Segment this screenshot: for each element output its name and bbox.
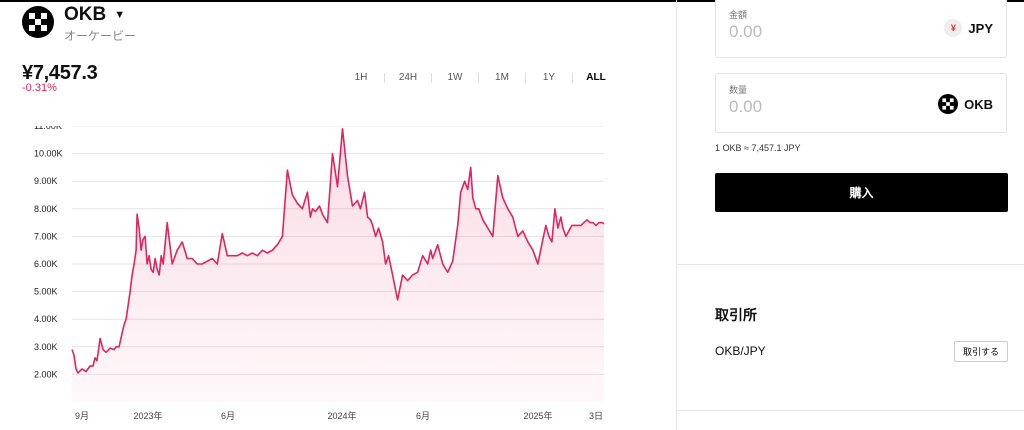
- chevron-down-icon: ▼: [114, 9, 126, 21]
- quantity-currency-code: OKB: [964, 96, 993, 112]
- quantity-input[interactable]: [729, 97, 909, 117]
- trade-button[interactable]: 取引する: [954, 341, 1008, 362]
- y-tick-label: 6.00K: [34, 259, 58, 269]
- y-tick-label: 4.00K: [34, 314, 58, 324]
- x-tick-label: 2025年: [523, 410, 552, 421]
- amount-currency-code: JPY: [968, 20, 993, 36]
- amount-currency[interactable]: ¥ JPY: [944, 19, 993, 37]
- range-selector: 1H 24H 1W 1M 1Y ALL: [338, 70, 619, 85]
- x-tick-label: 3日: [589, 411, 603, 421]
- range-24h[interactable]: 24H: [398, 72, 418, 83]
- buy-button[interactable]: 購入: [715, 173, 1008, 212]
- x-tick-label: 6月: [221, 411, 235, 421]
- x-tick-label: 2023年: [133, 410, 162, 421]
- y-tick-label: 3.00K: [34, 342, 58, 352]
- y-tick-label: 9.00K: [34, 176, 58, 186]
- price-chart[interactable]: 2.00K 3.00K 4.00K 5.00K 6.00K 7.00K 8.00K 9.00K…: [0, 126, 676, 426]
- quantity-label: 数量: [729, 85, 748, 95]
- exchange-pair: OKB/JPY: [715, 344, 766, 358]
- amount-input[interactable]: [729, 22, 909, 42]
- yen-icon: ¥: [944, 19, 963, 37]
- top-border: [0, 0, 1024, 2]
- exchange-rate: 1 OKB ≈ 7,457.1 JPY: [715, 143, 801, 153]
- coin-name: OKB: [64, 4, 107, 25]
- range-1w[interactable]: 1W: [447, 72, 463, 83]
- quantity-field: 数量 OKB: [715, 73, 1007, 133]
- range-1y[interactable]: 1Y: [542, 72, 556, 83]
- range-divider: [384, 72, 385, 83]
- section-divider: [677, 264, 1024, 265]
- okb-logo-icon: [938, 94, 959, 114]
- trade-panel: 金額 ¥ JPY 数量 OKB 1 OKB ≈ 7,457.1 JPY 購入 取…: [677, 0, 1024, 430]
- range-all[interactable]: ALL: [586, 72, 606, 83]
- range-1m[interactable]: 1M: [495, 72, 509, 83]
- quantity-currency[interactable]: OKB: [938, 94, 993, 114]
- range-divider: [572, 72, 573, 83]
- okb-logo-icon: [22, 6, 54, 38]
- range-divider: [478, 72, 479, 83]
- price-change: -0.31%: [22, 82, 57, 94]
- coin-subtitle: オーケービー: [64, 29, 137, 43]
- range-1h[interactable]: 1H: [354, 72, 368, 83]
- coin-selector[interactable]: OKB ▼: [64, 4, 125, 26]
- amount-field: 金額 ¥ JPY: [715, 0, 1007, 58]
- y-tick-label: 8.00K: [34, 204, 58, 214]
- price-area-fill: [72, 128, 604, 403]
- y-tick-label: 11.00K: [34, 126, 62, 131]
- y-tick-label: 10.00K: [34, 149, 63, 159]
- amount-label: 金額: [729, 10, 748, 20]
- y-tick-label: 2.00K: [34, 369, 58, 379]
- exchange-title: 取引所: [715, 307, 757, 323]
- y-tick-label: 7.00K: [34, 231, 58, 241]
- x-tick-label: 9月: [75, 411, 89, 421]
- y-tick-label: 5.00K: [34, 287, 58, 297]
- current-price: ¥7,457.3: [22, 62, 98, 84]
- x-tick-label: 6月: [416, 411, 430, 421]
- x-tick-label: 2024年: [327, 410, 356, 421]
- range-divider: [431, 72, 432, 83]
- price-panel: OKB ▼ オーケービー ¥7,457.3 -0.31% 1H 24H 1W 1…: [0, 4, 676, 426]
- price-line: [71, 128, 605, 374]
- section-divider: [677, 410, 1024, 411]
- range-divider: [525, 72, 526, 83]
- panel-divider: [676, 0, 677, 430]
